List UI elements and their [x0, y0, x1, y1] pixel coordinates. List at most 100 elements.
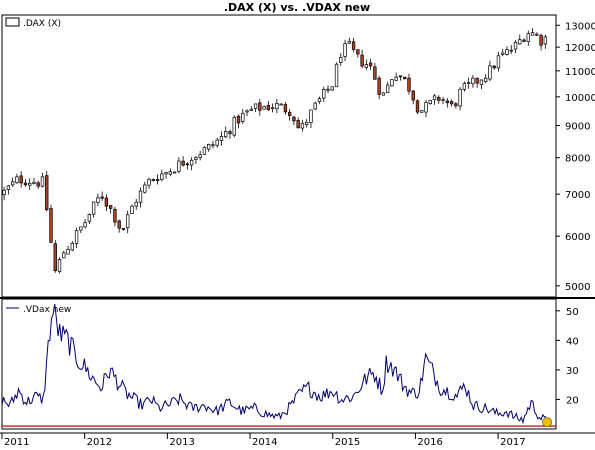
- candle-body: [270, 107, 275, 110]
- candle-body: [347, 40, 351, 44]
- candle-body: [168, 171, 173, 175]
- candle-body: [62, 252, 66, 259]
- candle-body: [530, 32, 535, 36]
- candle-body: [6, 185, 11, 190]
- candle-body: [36, 182, 40, 187]
- candle-body: [368, 62, 373, 67]
- candle-body: [262, 106, 266, 110]
- candle-body: [445, 100, 450, 104]
- candle-body: [513, 42, 518, 50]
- candle-body: [488, 65, 492, 80]
- candle-body: [49, 208, 53, 243]
- candle-body: [296, 120, 300, 129]
- y-tick-label-dax: 7000: [565, 190, 590, 201]
- candle-body: [202, 147, 207, 155]
- candle-body: [249, 108, 253, 111]
- candle-body: [40, 176, 45, 187]
- candle-body: [385, 84, 390, 94]
- candle-body: [543, 36, 548, 45]
- dax-candles: [2, 28, 548, 274]
- candle-body: [83, 222, 87, 228]
- candle-body: [151, 179, 155, 181]
- candle-body: [441, 99, 445, 101]
- candle-body: [415, 100, 420, 113]
- candle-body: [2, 189, 6, 196]
- candle-body: [373, 66, 377, 80]
- candle-body: [241, 112, 245, 122]
- candle-body: [91, 201, 96, 215]
- candle-body: [121, 228, 126, 230]
- candle-body: [518, 39, 522, 45]
- candle-body: [198, 154, 202, 158]
- candle-body: [313, 102, 317, 110]
- candle-body: [245, 110, 249, 113]
- candle-body: [185, 163, 190, 166]
- candle-body: [403, 76, 407, 80]
- candle-body: [194, 157, 198, 160]
- y-tick-label-vdax: 30: [566, 366, 579, 377]
- y-tick-label-dax: 9000: [565, 122, 590, 133]
- candle-body: [394, 76, 398, 81]
- candle-body: [19, 175, 23, 184]
- candle-body: [390, 79, 394, 87]
- candle-body: [300, 122, 305, 129]
- candle-body: [343, 43, 347, 57]
- legend-swatch-dax: [5, 17, 20, 27]
- candle-body: [126, 214, 130, 229]
- candle-body: [505, 49, 509, 55]
- y-tick-label-vdax: 40: [566, 336, 579, 347]
- candle-body: [108, 205, 113, 209]
- y-tick-label-dax: 10000: [565, 93, 595, 104]
- candle-body: [484, 77, 488, 82]
- candle-body: [53, 243, 57, 271]
- candle-body: [283, 104, 288, 113]
- candle-body: [236, 115, 241, 124]
- candle-body: [100, 196, 104, 199]
- candle-body: [475, 77, 479, 84]
- candle-body: [96, 197, 100, 203]
- candle-body: [147, 178, 151, 186]
- candle-body: [164, 172, 168, 175]
- x-tick-label: 2013: [169, 437, 194, 448]
- candle-body: [155, 179, 160, 182]
- y-tick-label-dax: 6000: [565, 232, 590, 243]
- candle-body: [479, 79, 484, 85]
- candle-body: [181, 160, 185, 166]
- candle-body: [428, 100, 432, 104]
- x-tick-label: 2012: [87, 437, 112, 448]
- candle-body: [189, 159, 194, 166]
- candle-body: [305, 121, 309, 125]
- candle-body: [411, 90, 415, 101]
- legend-label-vdax: .VDax new: [23, 305, 71, 315]
- candle-body: [279, 103, 283, 106]
- candle-body: [70, 242, 74, 251]
- candle-body: [57, 259, 62, 272]
- candle-body: [10, 181, 15, 186]
- candle-body: [228, 131, 232, 134]
- candle-body: [211, 144, 215, 147]
- x-tick-label: 2015: [335, 437, 360, 448]
- y-tick-label-dax: 5000: [565, 282, 590, 293]
- x-tick-label: 2014: [252, 437, 277, 448]
- candle-body: [522, 39, 526, 42]
- candle-body: [471, 77, 475, 85]
- plot-frame-dax: [1, 14, 557, 298]
- candle-body: [377, 77, 381, 95]
- candle-body: [496, 55, 501, 69]
- candle-body: [23, 182, 28, 186]
- y-tick-label-vdax: 50: [566, 307, 579, 318]
- candle-body: [339, 57, 343, 63]
- candle-body: [330, 86, 334, 91]
- candle-body: [360, 54, 364, 67]
- candle-body: [32, 181, 36, 184]
- candle-body: [15, 176, 19, 184]
- x-tick-label: 2016: [417, 437, 442, 448]
- candle-body: [292, 116, 296, 122]
- candle-body: [432, 95, 437, 100]
- candle-body: [177, 160, 181, 172]
- candle-body: [356, 49, 360, 55]
- candle-body: [449, 101, 454, 105]
- candle-body: [539, 35, 543, 46]
- x-tick-label: 2017: [500, 437, 525, 448]
